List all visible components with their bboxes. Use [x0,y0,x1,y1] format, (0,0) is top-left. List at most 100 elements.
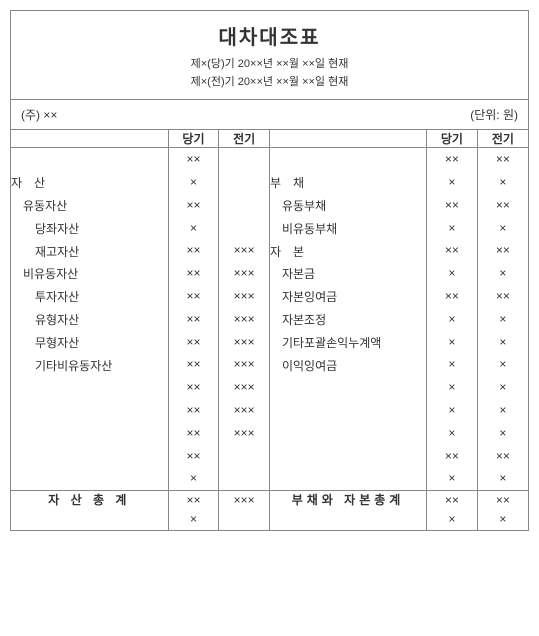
account-label: 비유동부채 [270,218,426,241]
value-cell: × [169,217,219,240]
account-label: 자본 [270,241,426,264]
value-cell [219,217,269,240]
value-cell: × [478,262,528,285]
value-cell: ×× [478,285,528,308]
liab-equity-total-prior: ××× [477,491,528,530]
value-cell [219,194,269,217]
value-cell: ×× [169,331,219,354]
value-cell: ×× [478,445,528,468]
value-cell: × [427,353,477,376]
current-period-header-left: 당기 [168,130,219,148]
liab-equity-prior-col: ×××××××××××××××××××× [477,148,528,491]
value-cell: × [478,376,528,399]
liab-equity-total-current: ××× [427,491,478,530]
value-cell: ×× [169,194,219,217]
liab-equity-labels: 부채유동부채비유동부채자본자본금자본잉여금자본조정기타포괄손익누계액이익잉여금 [269,148,426,491]
value-cell: × [427,217,477,240]
account-label: 당좌자산 [11,218,168,241]
value-cell: × [478,217,528,240]
value-cell: ××× [219,376,269,399]
value-cell: ××× [219,422,269,445]
assets-total-current: ××× [168,491,219,530]
value-cell: ×× [169,353,219,376]
value-cell: × [169,510,219,529]
value-cell: ×× [427,445,477,468]
assets-current-col: ××××××××××××××××××××××××××× [168,148,219,491]
subtitle-current: 제×(당)기 20××년 ××월 ××일 현재 [11,56,528,74]
blank-header-right [269,130,426,148]
value-cell: ×× [169,285,219,308]
account-label: 자본조정 [270,309,426,332]
value-cell: ×× [427,148,477,171]
value-cell: × [478,422,528,445]
value-cell: ×× [169,376,219,399]
value-cell: ××× [219,491,269,510]
section-assets: 자산 [11,172,168,195]
value-cell: × [478,353,528,376]
value-cell: ×× [427,194,477,217]
value-cell: ×× [169,422,219,445]
liab-equity-total-label: 부채와 자본총계 [269,491,426,530]
account-label: 자본금 [270,263,426,286]
value-cell: ×× [427,239,477,262]
blank-header-left [11,130,168,148]
value-cell: ××× [219,399,269,422]
value-cell [219,445,269,468]
unit-label: (단위: 원) [470,106,518,123]
assets-total-prior: ××× [219,491,270,530]
subtitle-prior: 제×(전)기 20××년 ××월 ××일 현재 [11,74,528,92]
value-cell: ×× [169,239,219,262]
value-cell: × [478,510,528,529]
account-label: 투자자산 [11,286,168,309]
value-cell: × [478,308,528,331]
account-label: 부채 [270,172,426,195]
value-cell: × [427,262,477,285]
value-cell: ×× [478,148,528,171]
value-cell: ×× [169,308,219,331]
totals-row: 자 산 총 계 ××× ××× 부채와 자본총계 ××× ××× [11,491,528,530]
account-label: 유형자산 [11,309,168,332]
account-label: 무형자산 [11,332,168,355]
value-cell: ×× [169,491,219,510]
account-label: 이익잉여금 [270,355,426,378]
value-cell: × [478,399,528,422]
doc-title: 대차대조표 [11,21,528,50]
value-cell: × [427,510,477,529]
assets-labels: 자산 유동자산당좌자산재고자산비유동자산투자자산유형자산무형자산기타비유동자산 [11,148,168,491]
account-label: 비유동자산 [11,263,168,286]
liab-equity-current-col: ×××××××××××××××××××× [427,148,478,491]
value-cell: × [478,331,528,354]
balance-sheet: 대차대조표 제×(당)기 20××년 ××월 ××일 현재 제×(전)기 20×… [10,10,529,531]
account-label: 유동부채 [270,195,426,218]
company-name: (주) ×× [21,106,57,123]
value-cell: × [478,467,528,490]
account-label: 기타비유동자산 [11,355,168,378]
value-cell: × [427,422,477,445]
value-cell: ××× [219,331,269,354]
value-cell: × [427,467,477,490]
value-cell: ×× [478,491,528,510]
period-header-row: 당기 전기 당기 전기 [11,130,528,148]
account-label: 기타포괄손익누계액 [270,332,426,355]
value-cell: ×× [427,285,477,308]
account-label: 유동자산 [11,195,168,218]
value-cell: ××× [219,262,269,285]
value-cell: ×× [169,262,219,285]
value-cell [219,467,269,490]
value-cell: × [427,331,477,354]
value-cell: × [169,467,219,490]
value-cell: × [478,171,528,194]
value-cell [219,171,269,194]
account-label: 재고자산 [11,241,168,264]
title-block: 대차대조표 제×(당)기 20××년 ××월 ××일 현재 제×(전)기 20×… [11,11,528,100]
value-cell: ××× [219,239,269,262]
value-cell: ×× [169,399,219,422]
value-cell: × [169,171,219,194]
prior-period-header-right: 전기 [477,130,528,148]
value-cell: × [427,308,477,331]
assets-total-label: 자 산 총 계 [11,491,168,530]
value-cell: ×× [478,239,528,262]
value-cell: ××× [219,285,269,308]
value-cell [219,148,269,171]
value-cell: × [427,376,477,399]
